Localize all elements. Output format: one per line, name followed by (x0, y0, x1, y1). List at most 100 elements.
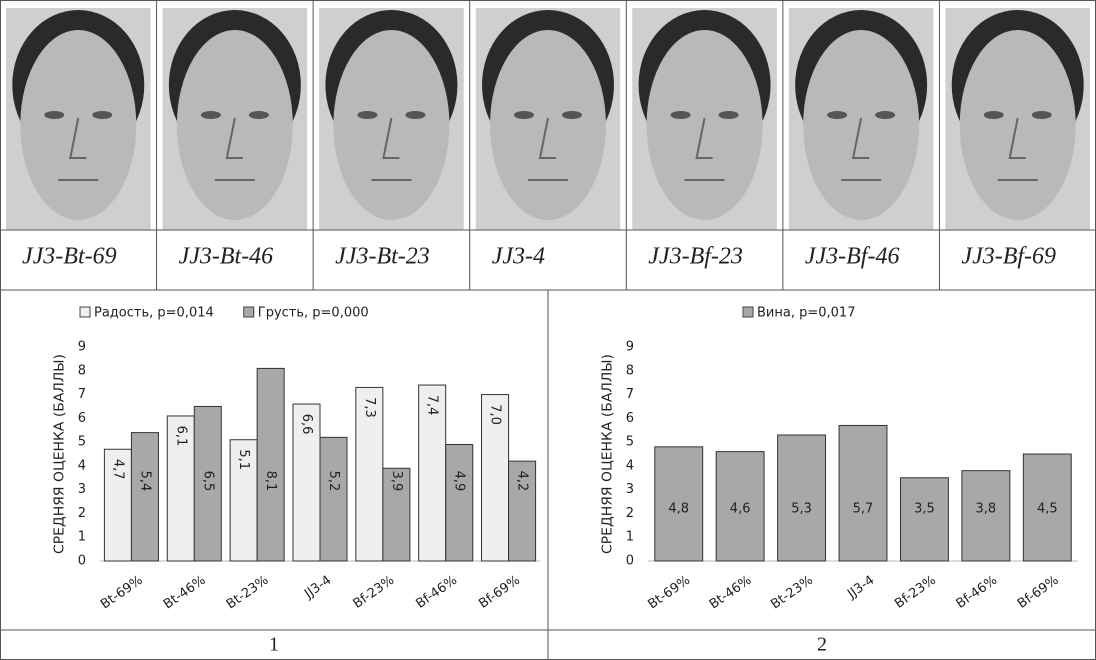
value-label: 5,3 (791, 502, 812, 517)
face (490, 30, 606, 220)
eye (248, 111, 269, 119)
y-axis-label: СРЕДНЯЯ ОЦЕНКА (БАЛЛЫ) (53, 354, 68, 554)
x-tick-label: Bf-46% (413, 573, 460, 612)
legend-swatch (79, 306, 91, 318)
eye (405, 111, 426, 119)
face (803, 30, 920, 220)
value-label: 5,4 (137, 471, 152, 492)
bar (256, 367, 285, 562)
y-tick-label: 6 (78, 411, 86, 426)
bar (292, 403, 321, 562)
bar (715, 451, 765, 562)
eye (514, 111, 534, 119)
bar (838, 424, 888, 562)
nose (538, 117, 556, 159)
nose (1008, 117, 1026, 159)
y-tick-label: 5 (626, 435, 634, 450)
bar (103, 448, 132, 562)
face (959, 30, 1076, 220)
photo-caption: JJ3-Bf-69 (961, 244, 1056, 270)
y-tick-label: 3 (78, 482, 86, 497)
y-tick-label: 5 (78, 435, 86, 450)
legend-label: Грусть, p=0,000 (258, 306, 369, 321)
x-tick-label: Bf-46% (954, 573, 1001, 612)
bar (654, 446, 704, 562)
face (176, 30, 293, 220)
eye (44, 111, 65, 119)
eye (983, 111, 1004, 119)
nose (69, 117, 87, 159)
value-label: 4,9 (452, 471, 467, 492)
bar (382, 467, 411, 562)
panel-label: 2 (817, 634, 827, 656)
value-label: 7,3 (362, 397, 377, 418)
nose (851, 117, 870, 159)
value-label: 6,6 (299, 414, 314, 435)
y-tick-label: 9 (78, 340, 86, 355)
face (333, 30, 450, 220)
photo-caption: JJ3-Bf-23 (648, 244, 743, 270)
bar (445, 443, 474, 562)
photo-caption: JJ3-Bf-46 (805, 244, 900, 270)
value-label: 3,8 (976, 502, 997, 517)
y-tick-label: 2 (78, 506, 86, 521)
y-tick-label: 0 (78, 554, 86, 569)
bar (777, 434, 827, 562)
x-tick-label: Bf-69% (1015, 573, 1062, 612)
bar (899, 477, 949, 562)
value-label: 7,0 (488, 404, 503, 425)
value-label: 8,1 (263, 471, 278, 492)
value-label: 4,6 (730, 502, 751, 517)
value-label: 5,2 (326, 471, 341, 492)
legend-label: Вина, p=0,017 (757, 306, 855, 321)
x-tick-label: Bf-69% (476, 573, 523, 612)
eye (562, 111, 582, 119)
x-tick-label: JJ3-4 (844, 573, 877, 602)
x-tick-label: Bt-69% (98, 573, 146, 613)
photo-caption: JJ3-Bt-23 (335, 244, 430, 270)
value-label: 6,1 (173, 426, 188, 447)
face (646, 30, 763, 220)
nose (382, 117, 400, 159)
eye (1031, 111, 1052, 119)
eye (875, 111, 896, 119)
panel-label: 1 (269, 634, 279, 656)
y-tick-label: 8 (78, 363, 86, 378)
nose (225, 117, 243, 159)
photo-caption: JJ3-Bt-69 (22, 244, 117, 270)
face (20, 30, 137, 220)
value-label: 7,4 (425, 395, 440, 416)
photo-caption: JJ3-Bt-46 (179, 244, 274, 270)
face-photo (475, 8, 621, 230)
value-label: 3,5 (914, 502, 935, 517)
value-label: 5,1 (236, 449, 251, 470)
x-tick-label: JJ3-4 (301, 573, 334, 602)
y-tick-label: 9 (626, 340, 634, 355)
nose (695, 117, 713, 159)
y-tick-label: 6 (626, 411, 634, 426)
y-tick-label: 3 (626, 482, 634, 497)
x-tick-label: Bt-23% (224, 573, 272, 613)
face-photo (788, 8, 934, 230)
bar (319, 436, 348, 562)
bar (130, 432, 159, 562)
value-label: 4,2 (515, 471, 530, 492)
bar (508, 460, 537, 562)
bar (166, 415, 195, 562)
eye (718, 111, 739, 119)
x-tick-label: Bt-23% (768, 573, 816, 613)
y-tick-label: 4 (626, 458, 634, 473)
x-tick-label: Bt-69% (645, 573, 693, 613)
face-photo (6, 8, 151, 230)
value-label: 4,8 (668, 502, 689, 517)
legend-swatch (243, 306, 255, 318)
eye (200, 111, 221, 119)
bar (418, 384, 447, 562)
y-axis-label: СРЕДНЯЯ ОЦЕНКА (БАЛЛЫ) (601, 354, 616, 554)
bar (1022, 453, 1072, 562)
bar (481, 394, 510, 562)
eye (670, 111, 691, 119)
eye (357, 111, 378, 119)
y-tick-label: 2 (626, 506, 634, 521)
